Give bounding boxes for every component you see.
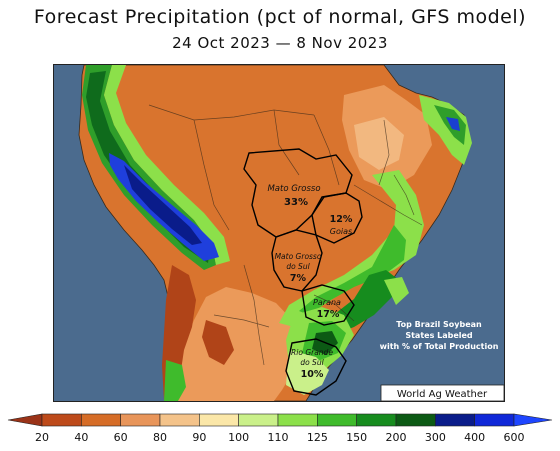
- legend-tick-label: 300: [424, 431, 446, 444]
- rio-grande-do-sul-border: [285, 338, 347, 396]
- legend-tick-label: 80: [153, 431, 167, 444]
- state-label-parana: Parana: [313, 298, 341, 307]
- state-label-rio-grande-do-sul-1: Rio Grande: [291, 348, 333, 357]
- legend-tick-label: 125: [306, 431, 328, 444]
- parana-border: [301, 284, 355, 326]
- state-label-mato-grosso-do-sul-1: Mato Grosso: [275, 252, 322, 261]
- legend-arrow-low: [7, 413, 43, 427]
- legend-swatch: [120, 413, 161, 427]
- state-pct-mato-grosso: 33%: [284, 197, 308, 208]
- legend-colorbar: [7, 413, 553, 427]
- legend-tick-label: 100: [228, 431, 250, 444]
- mato-grosso-do-sul-border: [271, 229, 323, 292]
- legend-swatch: [474, 413, 515, 427]
- state-label-mato-grosso: Mato Grosso: [267, 184, 320, 194]
- legend-swatch: [199, 413, 239, 427]
- legend-swatch: [356, 413, 397, 427]
- state-pct-goias: 12%: [330, 214, 353, 225]
- credit-box: [380, 384, 504, 401]
- state-pct-parana: 17%: [317, 309, 340, 320]
- map-title: Forecast Precipitation (pct of normal, G…: [33, 6, 527, 28]
- legend-tick-label: 600: [503, 431, 525, 444]
- legend-swatch: [159, 413, 200, 427]
- legend-tick-label: 90: [192, 431, 207, 444]
- state-pct-rio-grande-do-sul: 10%: [301, 369, 324, 380]
- legend-swatch: [41, 413, 82, 427]
- precipitation-map: Mato Grosso 33% 12% Goias Mato Grosso do…: [53, 64, 505, 402]
- map-subtitle: 24 Oct 2023 — 8 Nov 2023: [172, 34, 388, 52]
- state-label-mato-grosso-do-sul-2: do Sul: [286, 262, 310, 271]
- legend-tick-label: 110: [267, 431, 289, 444]
- legend-tick-label: 20: [35, 431, 49, 444]
- legend-tick-label: 60: [113, 431, 128, 444]
- state-pct-mato-grosso-do-sul: 7%: [290, 273, 307, 284]
- legend-tick-label: 200: [385, 431, 407, 444]
- goias-border: [311, 192, 363, 244]
- legend-swatch: [277, 413, 318, 427]
- state-label-rio-grande-do-sul-2: do Sul: [300, 358, 324, 367]
- legend-arrow-high: [513, 413, 553, 427]
- legend-tick-label: 400: [464, 431, 486, 444]
- legend-swatch: [395, 413, 436, 427]
- state-label-goias: Goias: [330, 227, 352, 236]
- legend-swatch: [238, 413, 279, 427]
- legend-swatch: [317, 413, 357, 427]
- note-line-3: with % of Total Production: [380, 342, 499, 351]
- legend-tick-label: 40: [74, 431, 89, 444]
- legend-tick-label: 150: [346, 431, 368, 444]
- note-line-1: Top Brazil Soybean: [396, 320, 482, 329]
- legend-swatch: [435, 413, 475, 427]
- legend-swatch: [81, 413, 121, 427]
- credit-text: World Ag Weather: [397, 389, 488, 400]
- note-line-2: States Labeled: [405, 331, 473, 340]
